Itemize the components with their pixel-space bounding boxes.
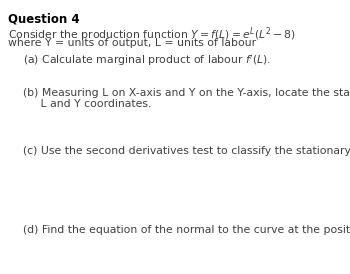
Text: (c) Use the second derivatives test to classify the stationary points.: (c) Use the second derivatives test to c… <box>23 146 350 156</box>
Text: where Y = units of output, L = units of labour: where Y = units of output, L = units of … <box>8 38 256 48</box>
Text: (b) Measuring L on X-axis and Y on the Y-axis, locate the stationary points, giv: (b) Measuring L on X-axis and Y on the Y… <box>23 88 350 98</box>
Text: (a) Calculate marginal product of labour $f'(L)$.: (a) Calculate marginal product of labour… <box>23 53 271 68</box>
Text: (d) Find the equation of the normal to the curve at the positive L-intercept.: (d) Find the equation of the normal to t… <box>23 225 350 235</box>
Text: Consider the production function $Y = f(L) = e^{L}\left(L^{2}-8\right)$: Consider the production function $Y = f(… <box>8 25 295 44</box>
Text: L and Y coordinates.: L and Y coordinates. <box>23 99 151 109</box>
Text: Question 4: Question 4 <box>8 12 79 25</box>
